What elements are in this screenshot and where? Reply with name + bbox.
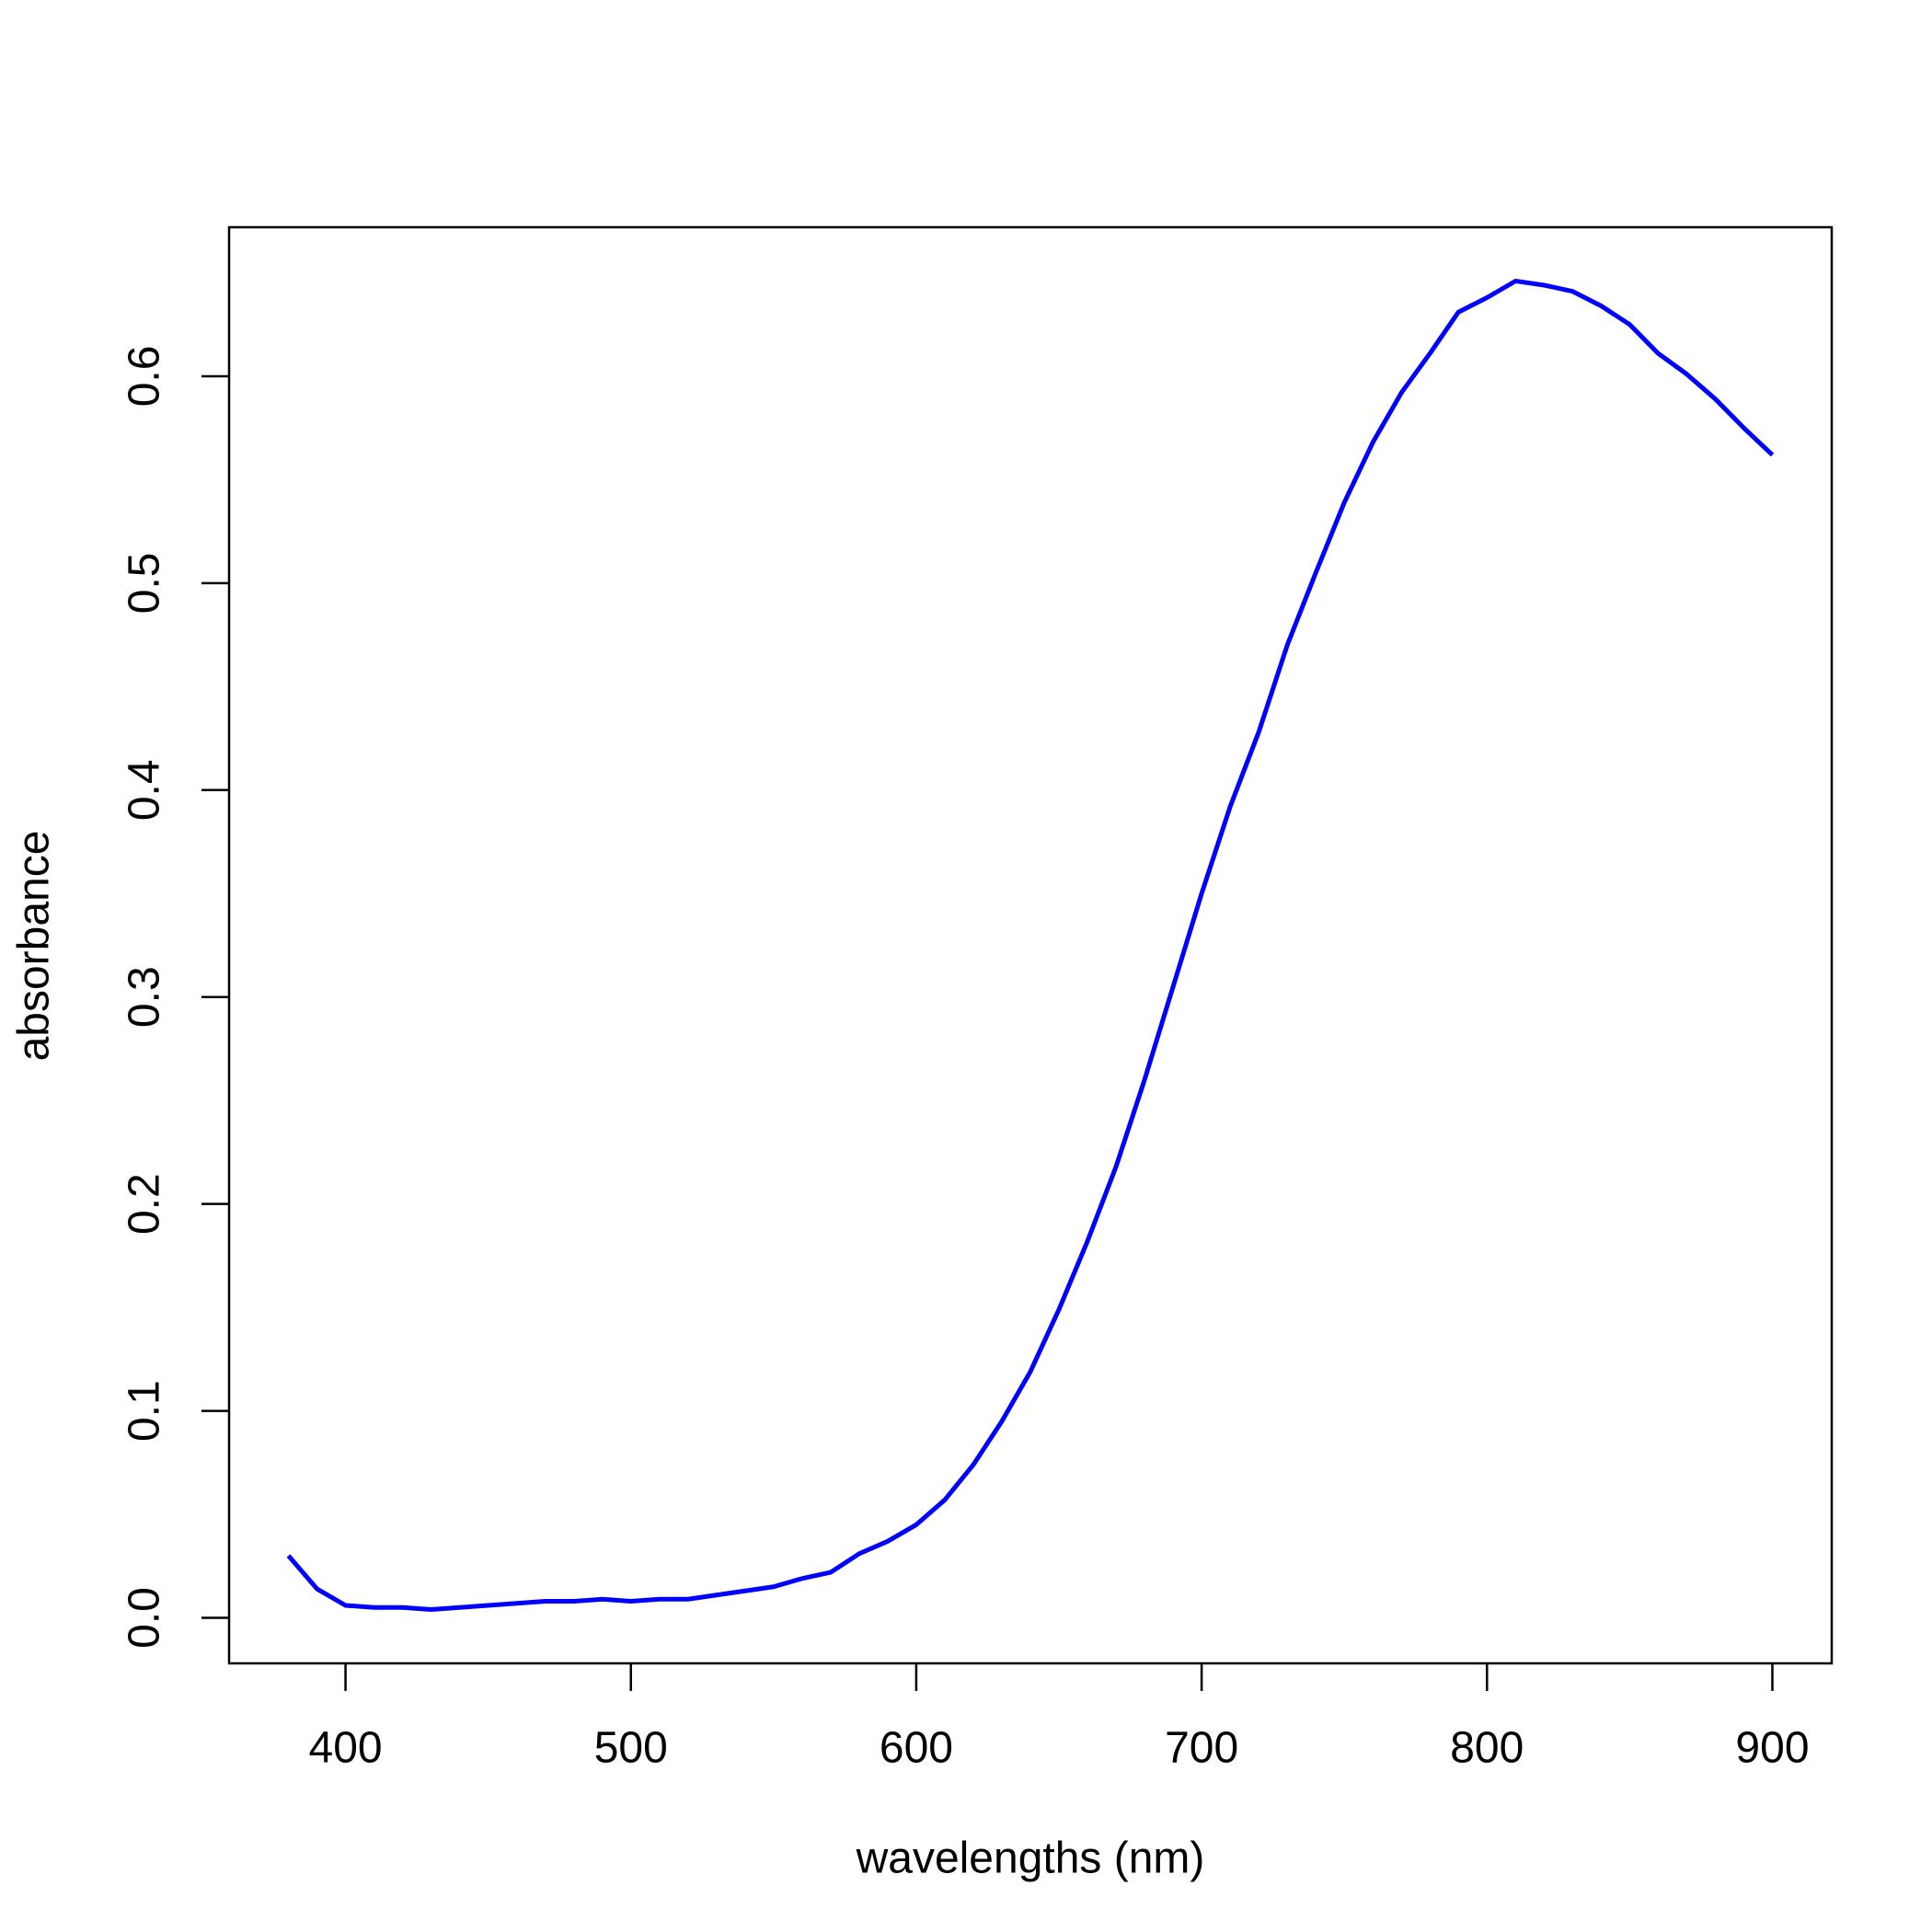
x-tick-label: 600 [880,1724,953,1773]
x-tick-label: 500 [594,1724,668,1773]
y-tick-label: 0.4 [121,759,169,821]
y-tick-label: 0.0 [121,1587,169,1649]
y-tick-label: 0.3 [121,966,169,1028]
data-line [286,278,1775,1613]
y-axis-label: absorbance [10,831,59,1062]
x-tick-label: 700 [1165,1724,1238,1773]
x-tick-label: 400 [309,1724,383,1773]
y-tick-label: 0.1 [121,1380,169,1442]
y-tick-label: 0.6 [121,346,169,408]
plot-frame [227,225,1834,1665]
x-axis-label: wavelengths (nm) [856,1834,1205,1883]
y-tick-label: 0.2 [121,1173,169,1235]
x-tick-label: 800 [1450,1724,1524,1773]
y-tick-label: 0.5 [121,553,169,615]
x-tick-label: 900 [1735,1724,1809,1773]
